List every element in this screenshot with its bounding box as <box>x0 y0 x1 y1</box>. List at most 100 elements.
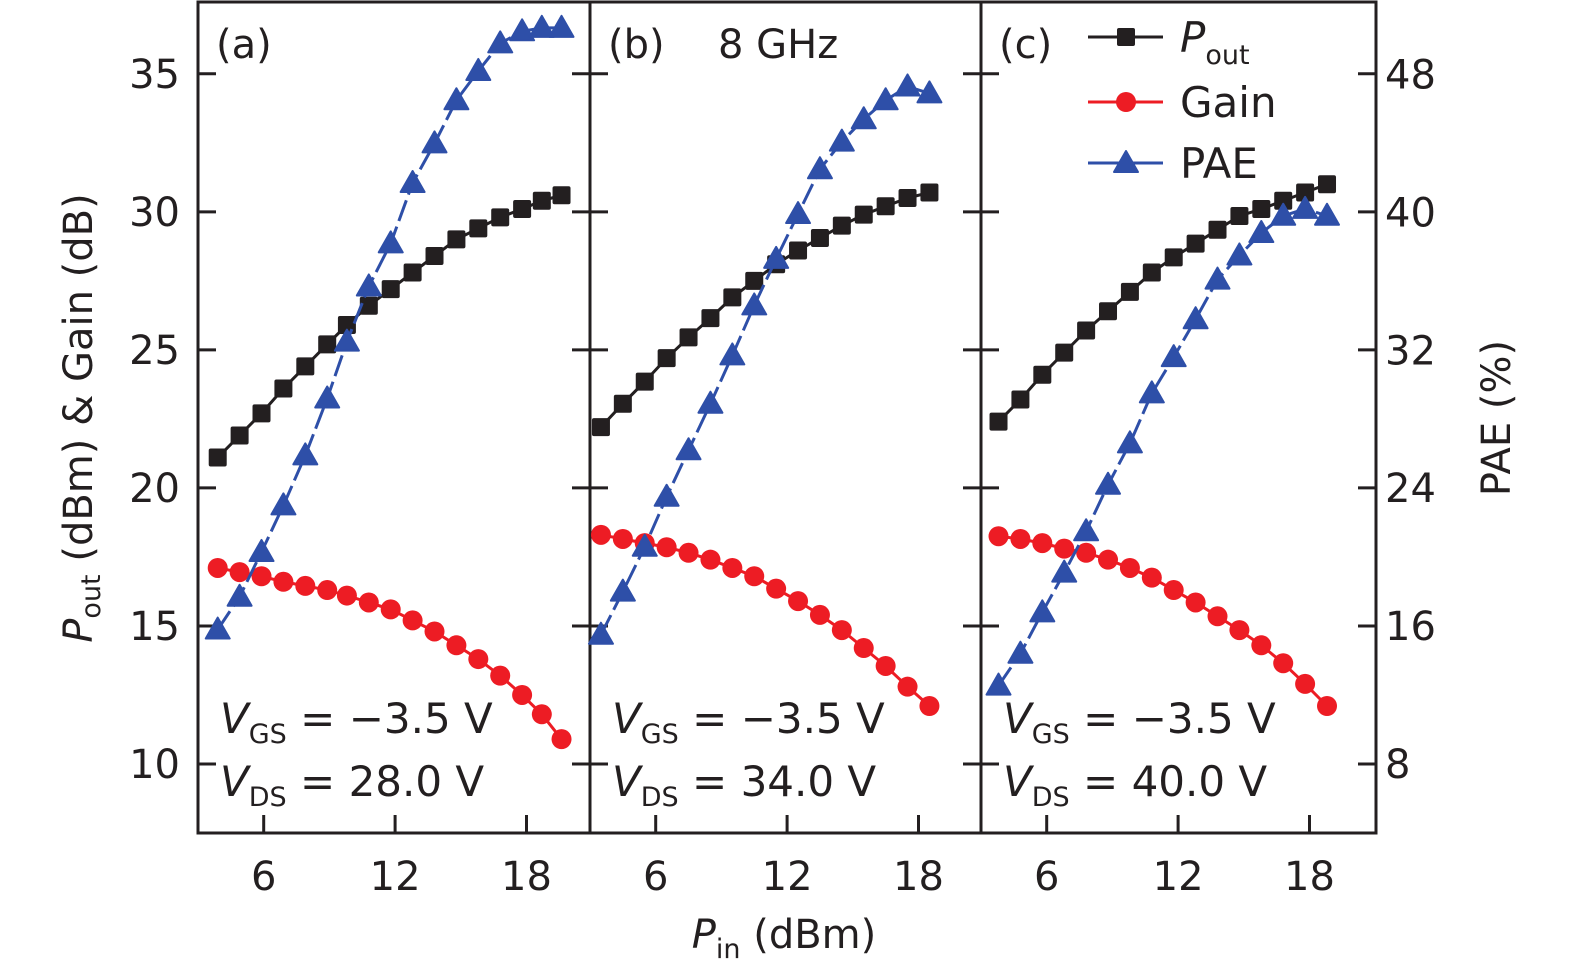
y-right-tick-label: 16 <box>1385 604 1436 650</box>
data-point-pae <box>314 385 341 409</box>
legend-marker-square <box>1117 28 1135 46</box>
data-point-gain <box>1032 533 1053 554</box>
bias-value: = −3.5 V <box>1070 694 1276 743</box>
data-point-pae <box>377 230 404 254</box>
data-point-gain <box>1251 635 1272 656</box>
data-point-pout <box>854 205 873 224</box>
data-point-pae <box>609 578 636 602</box>
legend: Pout Gain PAE <box>1088 13 1277 188</box>
bias-annotation-ds: VDS = 28.0 V <box>220 757 484 813</box>
data-point-gain <box>1076 542 1097 563</box>
x-tick-label: 6 <box>251 854 276 900</box>
legend-label-main: P <box>1180 13 1206 62</box>
data-point-pae <box>1226 242 1253 266</box>
data-point-gain <box>229 562 250 583</box>
x-tick-label: 18 <box>501 854 552 900</box>
subscript: GS <box>641 719 679 750</box>
series-line-pout <box>599 191 930 429</box>
data-point-pout <box>532 191 551 210</box>
data-point-pae <box>1073 518 1100 542</box>
data-point-pae <box>1314 202 1341 226</box>
data-point-pout <box>898 189 917 208</box>
legend-item-gain: Gain <box>1088 78 1277 127</box>
data-point-gain <box>1295 673 1316 694</box>
data-point-gain <box>1229 620 1250 641</box>
data-point-pae <box>509 18 536 42</box>
data-point-pout <box>318 335 337 354</box>
data-point-pout <box>989 412 1008 431</box>
panel-b <box>587 73 943 717</box>
data-point-pout <box>635 372 654 391</box>
data-point-gain <box>424 621 445 642</box>
data-point-pae <box>1248 220 1275 244</box>
y-left-tick-label: 20 <box>129 466 180 512</box>
data-point-pout <box>876 197 895 216</box>
data-point-pout <box>789 241 808 260</box>
data-point-pae <box>355 273 382 297</box>
data-point-gain <box>490 665 511 686</box>
data-point-pae <box>1292 195 1319 219</box>
x-tick-label: 12 <box>370 854 421 900</box>
legend-label: PAE <box>1180 139 1258 188</box>
data-point-pout <box>252 404 271 423</box>
data-point-pout <box>447 230 466 249</box>
data-point-pout <box>1208 220 1227 239</box>
data-point-pout <box>208 448 227 467</box>
x-tick-label: 12 <box>762 854 813 900</box>
y-right-tick-label: 32 <box>1385 328 1436 374</box>
y-left-tick-label: 15 <box>129 604 180 650</box>
legend-marker-circle <box>1116 92 1136 112</box>
legend-label-main: Gain <box>1180 78 1277 127</box>
data-point-pae <box>1007 640 1034 664</box>
v-symbol: V <box>220 694 252 743</box>
data-point-pae <box>1138 380 1165 404</box>
data-point-gain <box>1141 567 1162 588</box>
data-point-pout <box>1164 248 1183 267</box>
data-point-gain <box>1273 653 1294 674</box>
data-point-gain <box>875 655 896 676</box>
y-right-tick-label: 24 <box>1385 466 1436 512</box>
data-point-pout <box>810 229 829 248</box>
series-layer <box>204 14 1341 750</box>
bias-annotation-gs: VGS = −3.5 V <box>612 694 885 750</box>
data-point-pout <box>1296 183 1315 202</box>
data-point-pae <box>1029 599 1056 623</box>
bias-annotation-ds: VDS = 34.0 V <box>612 757 876 813</box>
data-point-pae <box>697 390 724 414</box>
data-point-pout <box>1011 390 1030 409</box>
data-point-pae <box>421 130 448 154</box>
legend-marker-triangle <box>1113 150 1139 173</box>
data-point-pout <box>613 394 632 413</box>
data-point-gain <box>295 575 316 596</box>
data-point-pout <box>1120 282 1139 301</box>
y-left-tick-label: 25 <box>129 328 180 374</box>
data-point-pae <box>763 245 790 269</box>
panel-label: (a) <box>216 22 272 68</box>
data-point-gain <box>1098 549 1119 570</box>
data-point-pae <box>719 342 746 366</box>
data-point-pout <box>469 219 488 238</box>
label-layer: 10 15 20 25 30 35 8 16 24 32 40 48 6 12 18 6 12 18 6 12 18 (a… <box>129 22 1436 900</box>
data-point-gain <box>1163 580 1184 601</box>
subscript: DS <box>249 782 287 813</box>
data-point-gain <box>744 566 765 587</box>
data-point-gain <box>468 649 489 670</box>
axis-ticks <box>198 72 1376 833</box>
data-point-pout <box>1186 234 1205 253</box>
data-point-pae <box>894 73 921 97</box>
panel-label: (c) <box>999 22 1052 68</box>
data-point-pae <box>248 538 275 562</box>
bias-value: = −3.5 V <box>287 694 493 743</box>
bias-annotation-gs: VGS = −3.5 V <box>220 694 493 750</box>
legend-label: Gain <box>1180 78 1277 127</box>
data-point-gain <box>1010 528 1031 549</box>
data-point-pout <box>832 216 851 235</box>
data-point-pae <box>1116 430 1143 454</box>
data-point-pae <box>675 437 702 461</box>
data-point-pae <box>465 57 492 81</box>
data-point-pae <box>1270 202 1297 226</box>
subscript: GS <box>249 719 287 750</box>
data-point-gain <box>722 557 743 578</box>
data-point-pout <box>403 263 422 282</box>
data-point-pout <box>679 328 698 347</box>
